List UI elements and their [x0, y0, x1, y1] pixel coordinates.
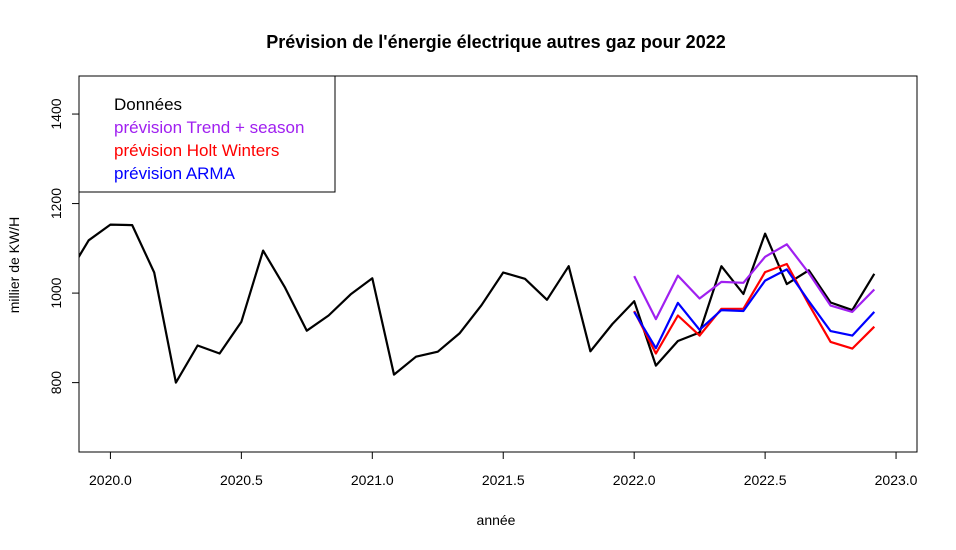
plot-frame [78, 75, 918, 453]
y-tick-label: 1000 [48, 277, 64, 308]
x-tick-label: 2022.0 [613, 472, 656, 488]
legend-entry: Données [114, 95, 182, 114]
legend: Données prévision Trend + season prévision… [78, 75, 336, 193]
y-tick-label: 1400 [48, 98, 64, 129]
series-line-1 [633, 243, 876, 321]
x-tick-label: 2020.5 [220, 472, 263, 488]
plot-layer [79, 223, 876, 384]
x-axis-label: année [477, 512, 516, 528]
legend-entry: prévision Trend + season [114, 118, 304, 137]
x-tick-label: 2020.0 [89, 472, 132, 488]
legend-entry: prévision Holt Winters [114, 141, 279, 160]
x-tick-label: 2021.0 [351, 472, 394, 488]
series-line-3 [633, 268, 876, 350]
x-tick-label: 2022.5 [744, 472, 787, 488]
chart-title: Prévision de l'énergie électrique autres… [266, 32, 725, 52]
x-tick-label: 2023.0 [875, 472, 918, 488]
y-axis-label: millier de KW/H [6, 217, 22, 313]
legend-entry: prévision ARMA [114, 164, 236, 183]
axes-layer: 2020.0 2020.5 2021.0 2021.5 2022.0 2022.5 2023… [48, 75, 918, 488]
series-line-2 [633, 262, 876, 355]
y-tick-label: 1200 [48, 188, 64, 219]
series-line-0 [79, 223, 876, 384]
legend-box [78, 75, 336, 193]
y-tick-label: 800 [48, 371, 64, 395]
x-tick-label: 2021.5 [482, 472, 525, 488]
